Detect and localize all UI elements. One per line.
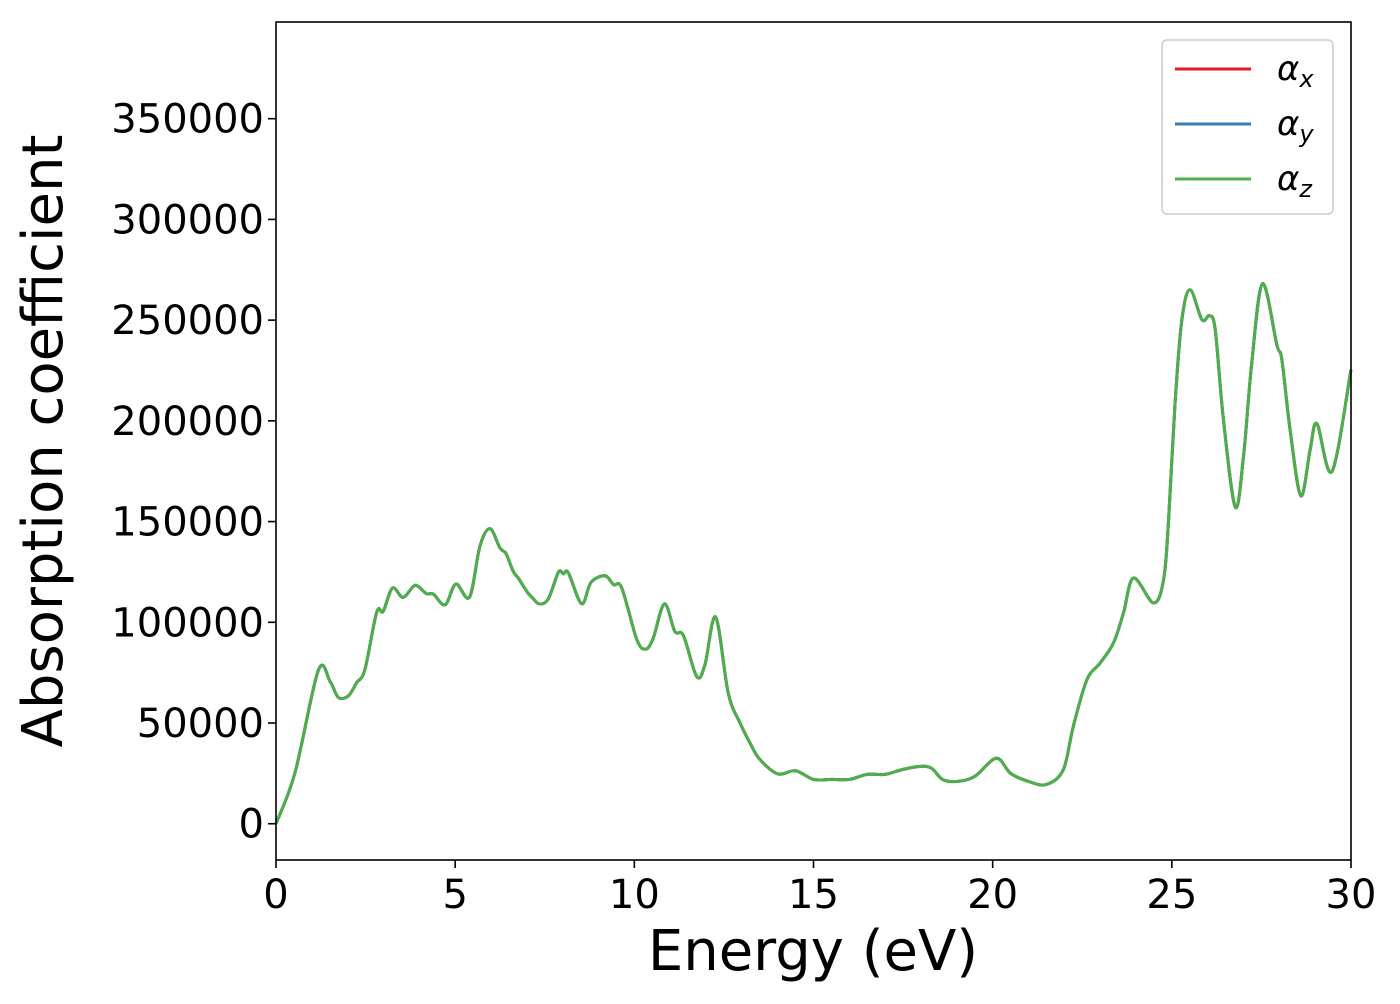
y-tick-label: 350000 [111,97,264,143]
series-line-x [274,282,1353,825]
series-line-z [274,282,1353,825]
legend-label: αy [1277,104,1314,148]
y-tick-label: 0 [239,802,264,848]
legend: αx αy αz [1161,39,1334,215]
series-lines [274,282,1353,825]
x-tick-label: 10 [609,872,660,918]
y-axis-label: Absorption coefficient [11,135,76,748]
legend-box [1161,39,1334,215]
x-tick-label: 15 [788,872,839,918]
legend-label: αx [1277,49,1314,93]
series-line-y [274,282,1353,825]
x-tick-label: 5 [442,872,467,918]
y-axis-ticks: 0 50000 100000 150000 200000 250000 300000 3500… [111,97,276,848]
x-axis-ticks: 0 5 10 15 20 25 30 [263,860,1376,918]
x-axis-label: Energy (eV) [648,919,978,984]
x-tick-label: 0 [263,872,288,918]
x-tick-label: 25 [1146,872,1197,918]
legend-label: αz [1277,159,1313,203]
y-tick-label: 150000 [111,500,264,546]
y-tick-label: 300000 [111,197,264,243]
x-tick-label: 30 [1326,872,1377,918]
y-tick-label: 200000 [111,399,264,445]
y-tick-label: 100000 [111,600,264,646]
y-tick-label: 50000 [137,701,264,747]
x-tick-label: 20 [967,872,1018,918]
y-tick-label: 250000 [111,298,264,344]
